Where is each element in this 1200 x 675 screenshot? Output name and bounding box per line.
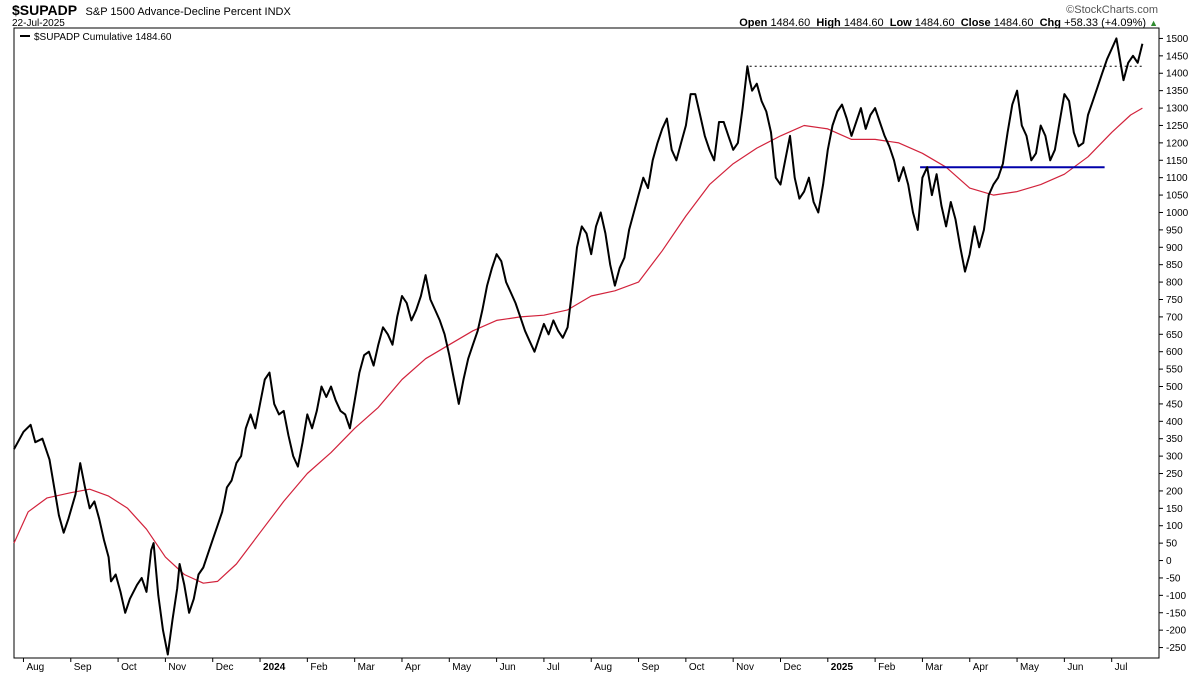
y-axis: -250 -200 -150 -100 -50 0 50 100 150 200 250 300 350… bbox=[1159, 34, 1189, 654]
y-tick-label: 750 bbox=[1166, 295, 1183, 306]
y-tick-label: 1100 bbox=[1166, 173, 1188, 184]
x-tick-label: 2025 bbox=[831, 662, 854, 673]
x-tick-label: Feb bbox=[310, 662, 328, 673]
x-tick-label: Aug bbox=[594, 662, 612, 673]
y-tick-label: -250 bbox=[1166, 643, 1186, 654]
y-tick-label: 800 bbox=[1166, 278, 1183, 289]
close-label: Close bbox=[960, 17, 991, 29]
x-tick-label: Aug bbox=[26, 662, 44, 673]
y-tick-label: 1350 bbox=[1166, 86, 1189, 97]
chg-label: Chg bbox=[1039, 17, 1061, 29]
y-tick-label: 600 bbox=[1166, 347, 1183, 358]
legend-label: $SUPADP Cumulative 1484.60 bbox=[34, 32, 172, 43]
x-tick-label: May bbox=[1020, 662, 1039, 673]
y-tick-label: 850 bbox=[1166, 260, 1183, 271]
y-tick-label: -100 bbox=[1166, 591, 1186, 602]
x-tick-label: Oct bbox=[689, 662, 705, 673]
y-tick-label: 450 bbox=[1166, 399, 1183, 410]
x-tick-label: Jul bbox=[1115, 662, 1128, 673]
x-tick-label: Mar bbox=[358, 662, 376, 673]
y-tick-label: 950 bbox=[1166, 225, 1183, 236]
x-tick-label: Dec bbox=[216, 662, 234, 673]
x-tick-label: Dec bbox=[783, 662, 801, 673]
y-tick-label: 0 bbox=[1166, 556, 1172, 567]
x-tick-label: Mar bbox=[925, 662, 943, 673]
low-value: 1484.60 bbox=[914, 17, 955, 29]
x-tick-label: Sep bbox=[642, 662, 660, 673]
y-tick-label: -150 bbox=[1166, 608, 1186, 619]
description-label: S&P 1500 Advance-Decline Percent INDX bbox=[85, 6, 291, 18]
x-tick-label: Nov bbox=[736, 662, 754, 673]
open-label: Open bbox=[739, 17, 768, 29]
chart-header: $SUPADP S&P 1500 Advance-Decline Percent… bbox=[12, 2, 291, 20]
y-tick-label: -50 bbox=[1166, 573, 1181, 584]
x-tick-label: Nov bbox=[168, 662, 186, 673]
up-arrow-icon: ▲ bbox=[1149, 18, 1158, 28]
y-tick-label: 250 bbox=[1166, 469, 1183, 480]
date-label: 22-Jul-2025 bbox=[12, 18, 65, 29]
legend: $SUPADP Cumulative 1484.60 bbox=[20, 32, 172, 43]
symbol-label: $SUPADP bbox=[12, 2, 78, 18]
moving-average-line bbox=[13, 107, 1143, 584]
annotation-layer bbox=[749, 65, 1143, 169]
y-tick-label: 900 bbox=[1166, 243, 1183, 254]
x-tick-label: Sep bbox=[74, 662, 92, 673]
x-tick-label: Apr bbox=[973, 662, 989, 673]
y-tick-label: 1150 bbox=[1166, 156, 1188, 167]
y-tick-label: 1200 bbox=[1166, 138, 1189, 149]
y-tick-label: 1250 bbox=[1166, 121, 1189, 132]
y-tick-label: 50 bbox=[1166, 539, 1178, 550]
high-value: 1484.60 bbox=[843, 17, 884, 29]
x-tick-label: Jun bbox=[1067, 662, 1083, 673]
y-tick-label: 550 bbox=[1166, 365, 1183, 376]
x-tick-label: Jun bbox=[500, 662, 516, 673]
y-tick-label: 400 bbox=[1166, 417, 1183, 428]
plot-frame bbox=[13, 27, 1160, 659]
high-label: High bbox=[816, 17, 841, 29]
y-tick-label: 100 bbox=[1166, 521, 1183, 532]
y-tick-label: 300 bbox=[1166, 452, 1183, 463]
y-tick-label: 1450 bbox=[1166, 51, 1189, 62]
x-tick-label: Apr bbox=[405, 662, 421, 673]
moving-average-layer bbox=[13, 107, 1143, 584]
chg-value: +58.33 (+4.09%) bbox=[1064, 17, 1147, 29]
y-tick-label: 1000 bbox=[1166, 208, 1189, 219]
y-tick-label: 200 bbox=[1166, 486, 1183, 497]
y-tick-label: 1300 bbox=[1166, 104, 1189, 115]
y-tick-label: 1400 bbox=[1166, 69, 1189, 80]
brand-label: ©StockCharts.com bbox=[1066, 4, 1158, 16]
x-tick-label: Feb bbox=[878, 662, 896, 673]
x-tick-label: Oct bbox=[121, 662, 137, 673]
x-tick-label: May bbox=[452, 662, 471, 673]
y-tick-label: 500 bbox=[1166, 382, 1183, 393]
y-tick-label: 1050 bbox=[1166, 191, 1189, 202]
x-tick-label: 2024 bbox=[263, 662, 286, 673]
low-label: Low bbox=[889, 17, 912, 29]
price-line bbox=[13, 37, 1144, 656]
y-tick-label: -200 bbox=[1166, 626, 1186, 637]
x-axis: Aug Sep Oct Nov Dec 2024 Feb Mar Apr May Jun Jul Aug… bbox=[22, 658, 1128, 673]
ohlc-bar: Open 1484.60 High 1484.60 Low 1484.60 Cl… bbox=[739, 17, 1158, 29]
y-tick-label: 1500 bbox=[1166, 34, 1189, 45]
y-tick-label: 650 bbox=[1166, 330, 1183, 341]
price-layer bbox=[13, 37, 1144, 656]
y-tick-label: 700 bbox=[1166, 312, 1183, 323]
y-tick-label: 150 bbox=[1166, 504, 1183, 515]
open-value: 1484.60 bbox=[770, 17, 811, 29]
y-tick-label: 350 bbox=[1166, 434, 1183, 445]
close-value: 1484.60 bbox=[993, 17, 1034, 29]
x-tick-label: Jul bbox=[547, 662, 560, 673]
